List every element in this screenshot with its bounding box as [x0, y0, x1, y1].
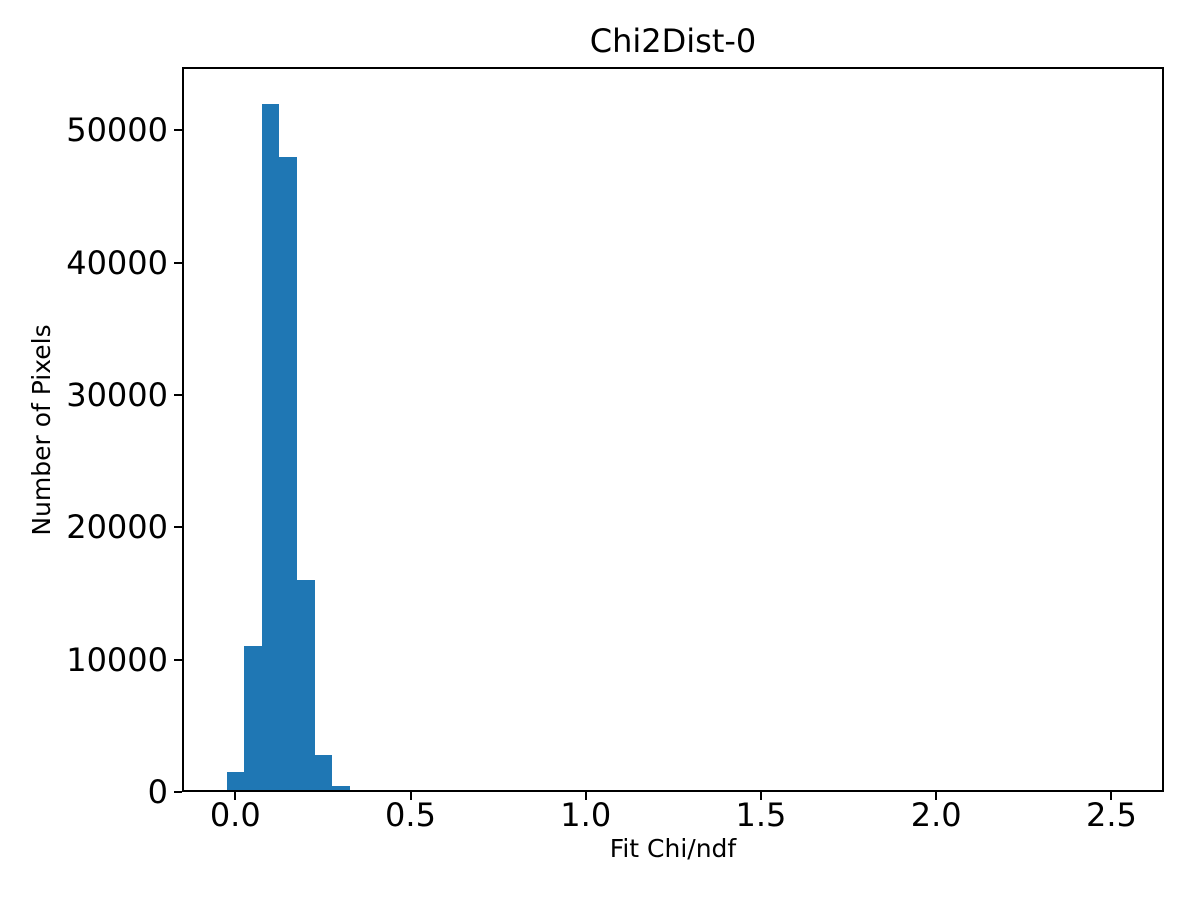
y-axis-label: Number of Pixels [27, 324, 56, 536]
y-tick-label: 30000 [66, 375, 168, 414]
histogram-bar [296, 580, 315, 792]
y-tick-label: 40000 [66, 243, 168, 282]
histogram-bar [331, 786, 350, 792]
chart-title: Chi2Dist-0 [589, 22, 757, 60]
y-tick-label: 50000 [66, 111, 168, 150]
y-tick [174, 129, 182, 132]
y-tick [174, 261, 182, 264]
y-tick-label: 10000 [66, 640, 168, 679]
x-tick-label: 0.5 [385, 796, 436, 834]
histogram-bar [244, 646, 262, 792]
plot-area [182, 67, 1164, 792]
x-tick-label: 2.0 [910, 796, 962, 834]
x-tick-label: 1.5 [735, 796, 787, 834]
histogram-bar [314, 754, 333, 792]
histogram-bar [261, 103, 280, 792]
y-tick [174, 393, 182, 396]
x-tick [234, 792, 237, 800]
x-tick [409, 792, 412, 800]
x-tick [759, 792, 762, 800]
histogram-bar [279, 156, 297, 792]
histogram-bar [226, 772, 245, 792]
x-axis-label: Fit Chi/ndf [609, 834, 737, 863]
y-tick [174, 791, 182, 793]
x-tick [935, 792, 938, 800]
x-tick-label: 0.0 [209, 796, 261, 834]
x-tick-label: 1.0 [560, 796, 612, 834]
y-tick-label: 20000 [66, 508, 168, 547]
histogram-bar [349, 790, 368, 792]
y-tick [174, 658, 182, 661]
y-tick-label: 0 [147, 773, 168, 811]
y-tick [174, 526, 182, 529]
x-tick-label: 2.5 [1085, 796, 1137, 834]
x-tick [584, 792, 587, 800]
x-tick [1110, 792, 1113, 800]
